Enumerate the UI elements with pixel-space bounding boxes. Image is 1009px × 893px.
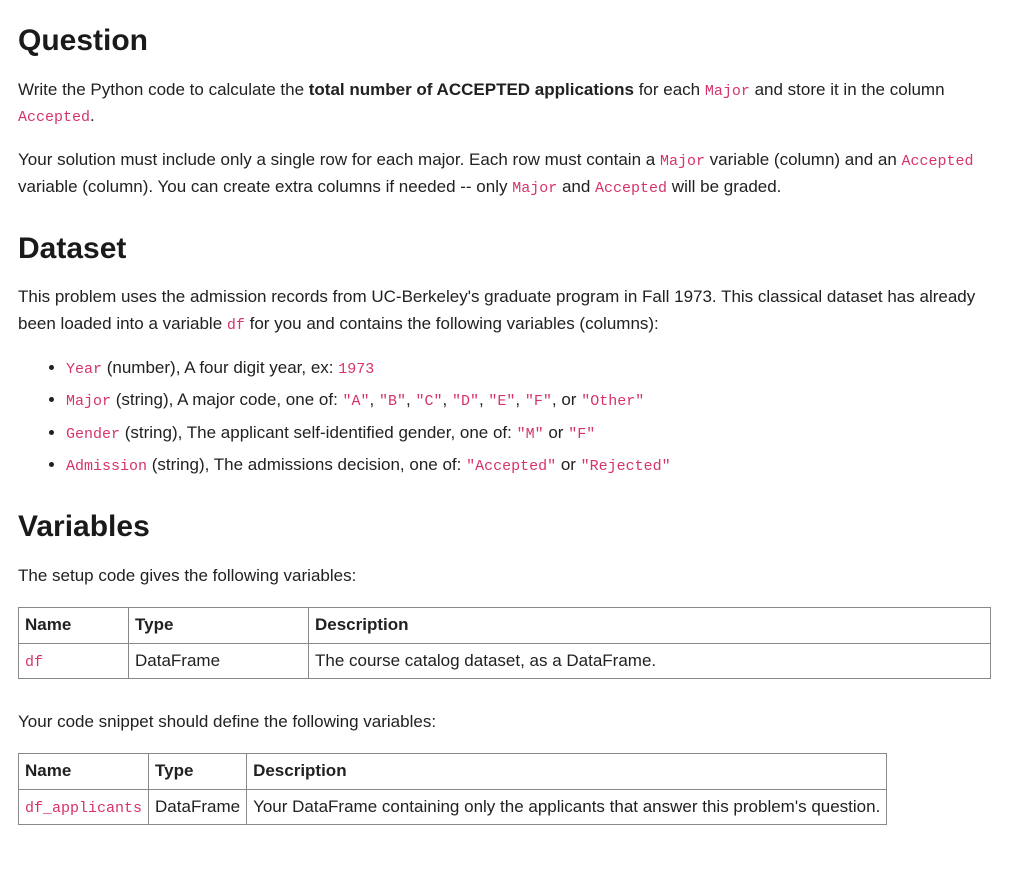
var-desc-cell: The course catalog dataset, as a DataFra…	[309, 643, 991, 678]
text: Your solution must include only a single…	[18, 150, 660, 169]
heading-question: Question	[18, 18, 991, 65]
list-item: Year (number), A four digit year, ex: 19…	[66, 355, 991, 381]
inline-code: "E"	[488, 393, 515, 410]
inline-code: "M"	[517, 426, 544, 443]
var-type-cell: DataFrame	[129, 643, 309, 678]
inline-code: Major	[66, 393, 111, 410]
text: ,	[442, 390, 451, 409]
bold-text: total number of ACCEPTED applications	[309, 80, 634, 99]
table-header-row: Name Type Description	[19, 608, 991, 643]
text: ,	[515, 390, 524, 409]
inline-code: Major	[512, 180, 557, 197]
given-variables-table: Name Type Description df DataFrame The c…	[18, 607, 991, 679]
heading-dataset: Dataset	[18, 226, 991, 273]
text: for each	[634, 80, 705, 99]
inline-code: "B"	[379, 393, 406, 410]
col-name: Name	[19, 608, 129, 643]
text: ,	[479, 390, 488, 409]
inline-code: Accepted	[18, 109, 90, 126]
text: and	[557, 177, 595, 196]
var-name-cell: df	[19, 643, 129, 678]
col-desc: Description	[247, 754, 887, 789]
text: .	[90, 106, 95, 125]
inline-code: "F"	[525, 393, 552, 410]
col-type: Type	[149, 754, 247, 789]
var-type-cell: DataFrame	[149, 789, 247, 824]
inline-code: df	[25, 654, 43, 671]
given-variables-table-wrap: Name Type Description df DataFrame The c…	[18, 607, 991, 679]
text: for you and contains the following varia…	[245, 314, 659, 333]
table-row: df_applicants DataFrame Your DataFrame c…	[19, 789, 887, 824]
text: ,	[370, 390, 379, 409]
text: , or	[552, 390, 581, 409]
variables-given-intro: The setup code gives the following varia…	[18, 563, 991, 589]
text: (string), The applicant self-identified …	[120, 423, 517, 442]
define-variables-table-wrap: Name Type Description df_applicants Data…	[18, 753, 991, 825]
inline-code: "A"	[343, 393, 370, 410]
inline-code: Accepted	[902, 153, 974, 170]
inline-code: df	[227, 317, 245, 334]
inline-code: Year	[66, 361, 102, 378]
heading-variables: Variables	[18, 504, 991, 551]
inline-code: "F"	[568, 426, 595, 443]
inline-code: "Other"	[581, 393, 644, 410]
variables-define-intro: Your code snippet should define the foll…	[18, 709, 991, 735]
inline-code: "D"	[452, 393, 479, 410]
col-type: Type	[129, 608, 309, 643]
text: variable (column) and an	[705, 150, 902, 169]
text: (string), A major code, one of:	[111, 390, 343, 409]
inline-code: Gender	[66, 426, 120, 443]
define-variables-table: Name Type Description df_applicants Data…	[18, 753, 887, 825]
text: Write the Python code to calculate the	[18, 80, 309, 99]
inline-code: "Rejected"	[581, 458, 671, 475]
inline-code: Admission	[66, 458, 147, 475]
inline-code: Major	[660, 153, 705, 170]
text: (string), The admissions decision, one o…	[147, 455, 466, 474]
dataset-paragraph: This problem uses the admission records …	[18, 284, 991, 337]
list-item: Major (string), A major code, one of: "A…	[66, 387, 991, 413]
inline-code: Accepted	[595, 180, 667, 197]
col-desc: Description	[309, 608, 991, 643]
dataset-columns-list: Year (number), A four digit year, ex: 19…	[18, 355, 991, 478]
table-row: df DataFrame The course catalog dataset,…	[19, 643, 991, 678]
inline-code: Major	[705, 83, 750, 100]
text: variable (column). You can create extra …	[18, 177, 512, 196]
text: or	[544, 423, 569, 442]
inline-code: "Accepted"	[466, 458, 556, 475]
inline-code: "C"	[415, 393, 442, 410]
text: or	[556, 455, 581, 474]
question-paragraph-1: Write the Python code to calculate the t…	[18, 77, 991, 130]
var-desc-cell: Your DataFrame containing only the appli…	[247, 789, 887, 824]
list-item: Gender (string), The applicant self-iden…	[66, 420, 991, 446]
text: will be graded.	[667, 177, 781, 196]
list-item: Admission (string), The admissions decis…	[66, 452, 991, 478]
col-name: Name	[19, 754, 149, 789]
text: and store it in the column	[750, 80, 945, 99]
text: (number), A four digit year, ex:	[102, 358, 338, 377]
inline-code: df_applicants	[25, 800, 142, 817]
inline-code: 1973	[338, 361, 374, 378]
table-header-row: Name Type Description	[19, 754, 887, 789]
var-name-cell: df_applicants	[19, 789, 149, 824]
question-paragraph-2: Your solution must include only a single…	[18, 147, 991, 200]
